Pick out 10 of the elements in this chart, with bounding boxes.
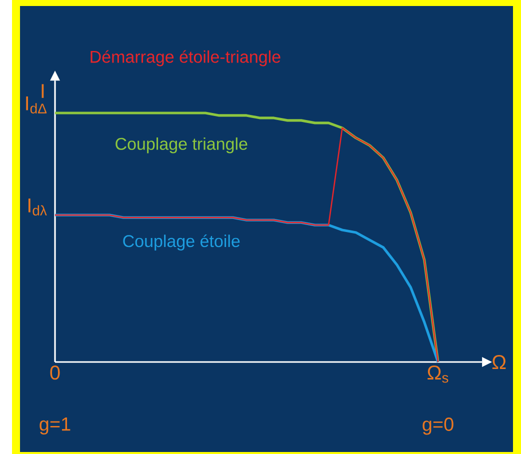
y-axis-title: I [42,84,44,98]
text: Démarrage étoile-triangle [90,50,280,66]
x-axis-title: Ω [492,355,506,369]
x-tick-label: Ω$_{s}$ [428,366,448,383]
x-tick-label: 0 [50,366,60,380]
text: g=0 [422,418,454,435]
series-label: Couplage triangle [116,137,248,154]
annotation: I$_{dλ}$ [28,198,47,216]
text: g=1 [40,418,70,435]
series-label: Couplage étoile [123,234,240,250]
